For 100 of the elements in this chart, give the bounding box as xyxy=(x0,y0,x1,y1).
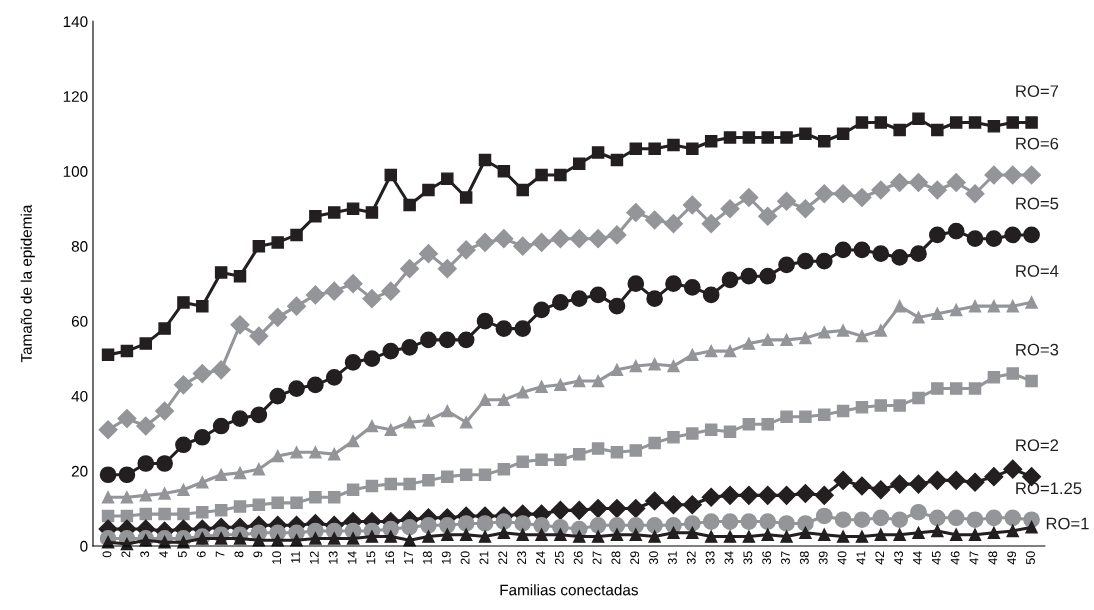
point xyxy=(344,354,362,371)
point xyxy=(139,337,153,350)
point xyxy=(853,241,871,259)
x-tick-label: 36 xyxy=(762,551,772,565)
point xyxy=(667,526,680,540)
x-tick-label: 4 xyxy=(159,551,168,558)
point xyxy=(610,528,624,541)
point xyxy=(346,532,360,545)
point xyxy=(533,301,550,319)
point xyxy=(139,507,153,521)
point xyxy=(1006,367,1019,380)
point xyxy=(196,475,209,489)
point xyxy=(495,513,513,530)
point xyxy=(569,500,589,520)
x-tick-label: 6 xyxy=(196,551,206,558)
point xyxy=(516,183,529,197)
point xyxy=(704,423,718,437)
point xyxy=(193,428,211,446)
point xyxy=(550,229,570,249)
point xyxy=(252,498,266,511)
point xyxy=(965,184,985,204)
point xyxy=(363,350,381,367)
point xyxy=(177,483,190,496)
point xyxy=(966,511,984,529)
point xyxy=(704,530,718,543)
point xyxy=(912,311,925,324)
point xyxy=(742,530,756,543)
point xyxy=(422,530,435,543)
point xyxy=(836,324,850,337)
point xyxy=(177,507,190,521)
point xyxy=(686,142,699,156)
point xyxy=(401,339,418,356)
x-tick-label: 33 xyxy=(705,551,715,565)
point xyxy=(815,507,833,525)
point xyxy=(346,483,360,496)
x-tick-label: 21 xyxy=(479,551,489,565)
point xyxy=(761,131,774,144)
point xyxy=(965,472,985,492)
point xyxy=(365,419,379,433)
point xyxy=(230,315,250,335)
point xyxy=(535,380,548,393)
point xyxy=(742,337,756,350)
x-tick-label: 9 xyxy=(253,551,263,558)
point xyxy=(478,153,492,167)
point xyxy=(608,517,626,534)
point xyxy=(818,408,831,422)
x-tick-label: 40 xyxy=(837,551,847,565)
point xyxy=(478,530,492,543)
y-tick-label: 80 xyxy=(71,241,88,252)
point xyxy=(912,112,925,126)
x-tick-label: 16 xyxy=(385,551,395,564)
point xyxy=(984,165,1004,185)
point xyxy=(855,530,869,543)
point xyxy=(723,344,737,358)
point xyxy=(629,444,643,457)
point xyxy=(723,425,737,438)
point xyxy=(836,404,850,418)
y-tick-label: 20 xyxy=(71,465,88,477)
point xyxy=(683,515,701,532)
point xyxy=(1003,459,1023,479)
point xyxy=(720,199,740,219)
point xyxy=(288,380,305,397)
point xyxy=(985,509,1003,527)
point xyxy=(949,382,963,395)
x-tick-label: 20 xyxy=(460,551,470,565)
point xyxy=(249,326,269,346)
point xyxy=(818,326,831,339)
x-tick-label: 2 xyxy=(121,551,131,558)
x-tick-label: 34 xyxy=(724,551,734,565)
point xyxy=(158,322,171,335)
point xyxy=(968,528,982,541)
point xyxy=(98,420,118,440)
point xyxy=(852,476,872,496)
point xyxy=(833,184,853,204)
point xyxy=(533,517,550,534)
point xyxy=(1006,116,1019,129)
point xyxy=(365,479,379,493)
point xyxy=(778,515,795,532)
point xyxy=(156,455,173,472)
point xyxy=(572,374,586,388)
point xyxy=(607,498,627,519)
point xyxy=(1025,520,1038,534)
point xyxy=(929,226,946,244)
point xyxy=(818,528,831,541)
point xyxy=(968,299,982,313)
point xyxy=(761,333,774,347)
x-tick-label: 10 xyxy=(272,551,282,564)
point xyxy=(384,530,398,543)
point xyxy=(572,157,586,170)
point xyxy=(985,230,1003,248)
point xyxy=(588,498,608,519)
point xyxy=(99,466,117,484)
point xyxy=(931,382,944,395)
point xyxy=(305,285,325,305)
point xyxy=(233,269,247,283)
point xyxy=(403,416,416,429)
point xyxy=(250,406,268,424)
point xyxy=(910,503,927,521)
point xyxy=(818,135,831,148)
point xyxy=(497,462,511,476)
